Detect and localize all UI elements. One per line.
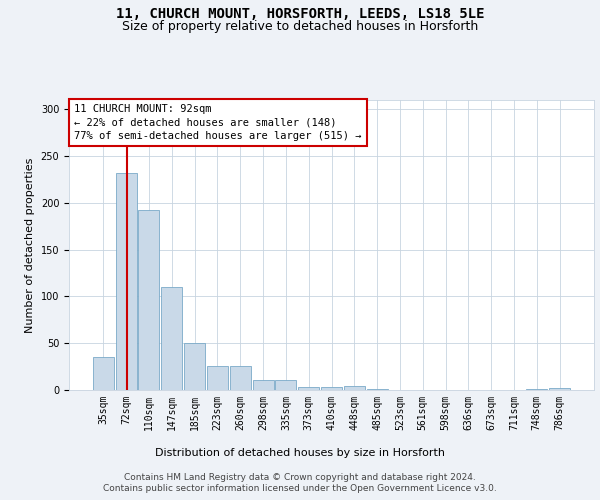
Bar [526,389,547,390]
Bar [253,380,274,390]
Bar [549,388,570,390]
Text: Distribution of detached houses by size in Horsforth: Distribution of detached houses by size … [155,448,445,458]
Bar [321,387,342,390]
Bar [161,287,182,390]
Bar [367,389,388,390]
Bar [116,173,137,390]
Bar [298,387,319,390]
Text: 11 CHURCH MOUNT: 92sqm
← 22% of detached houses are smaller (148)
77% of semi-de: 11 CHURCH MOUNT: 92sqm ← 22% of detached… [74,104,362,141]
Text: 11, CHURCH MOUNT, HORSFORTH, LEEDS, LS18 5LE: 11, CHURCH MOUNT, HORSFORTH, LEEDS, LS18… [116,8,484,22]
Text: Size of property relative to detached houses in Horsforth: Size of property relative to detached ho… [122,20,478,33]
Text: Contains HM Land Registry data © Crown copyright and database right 2024.
Contai: Contains HM Land Registry data © Crown c… [103,472,497,494]
Bar [275,380,296,390]
Bar [344,386,365,390]
Bar [184,343,205,390]
Bar [93,358,114,390]
Y-axis label: Number of detached properties: Number of detached properties [25,158,35,332]
Bar [230,366,251,390]
Bar [207,366,228,390]
Bar [139,210,160,390]
